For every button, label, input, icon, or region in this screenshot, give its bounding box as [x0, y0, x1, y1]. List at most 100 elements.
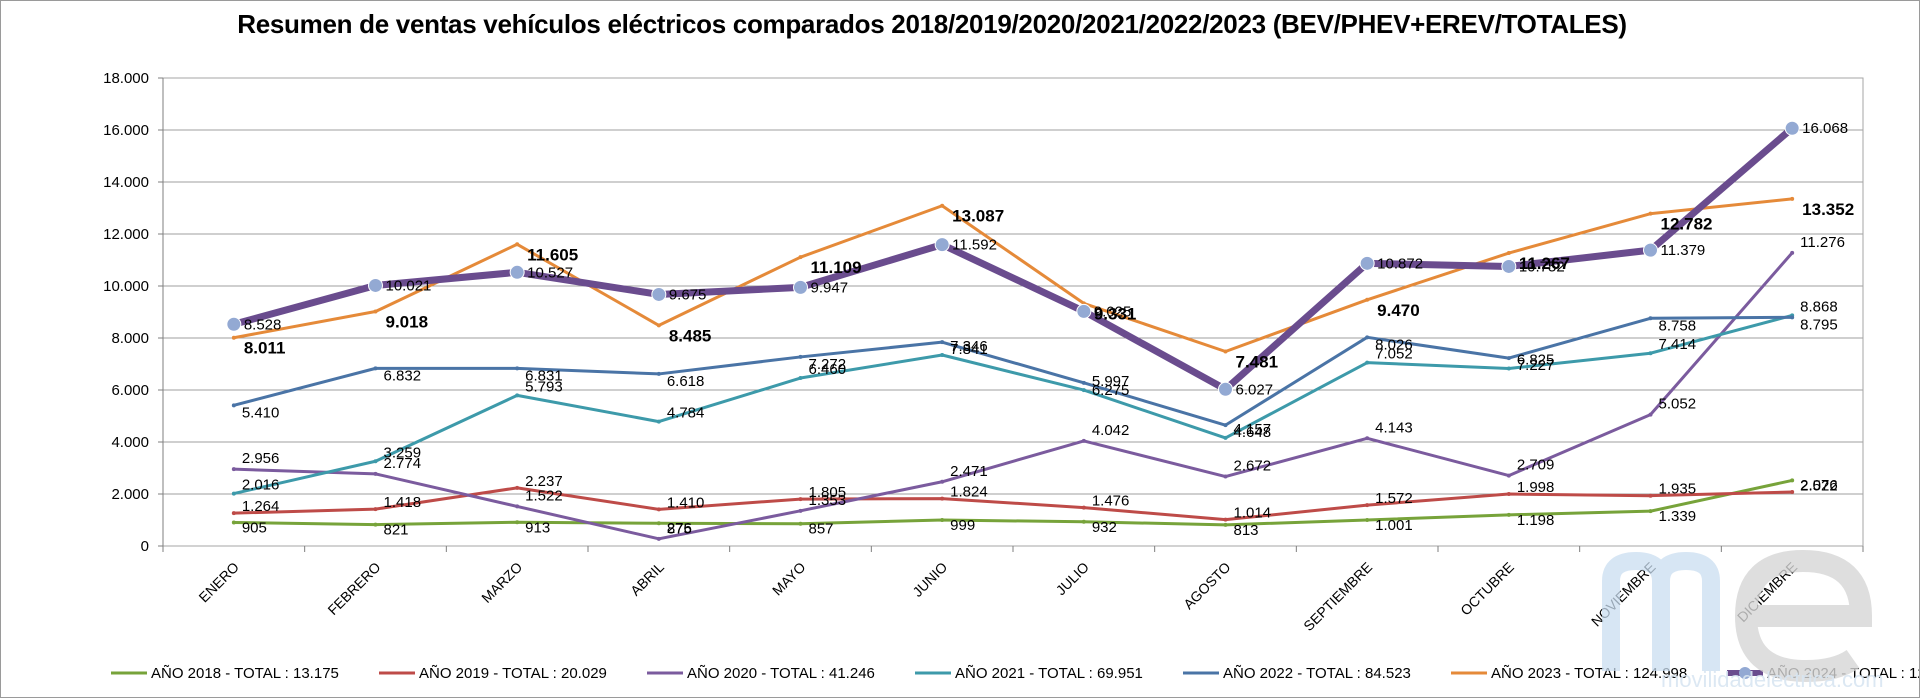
data-point	[1223, 349, 1228, 354]
series-line	[230, 124, 1796, 393]
data-point	[1648, 211, 1653, 216]
data-label: 1.001	[1375, 517, 1413, 534]
data-label: 2.709	[1517, 457, 1555, 474]
data-label: 13.087	[952, 207, 1004, 226]
data-point	[1223, 517, 1228, 522]
data-point	[940, 518, 945, 523]
data-label: 8.758	[1659, 317, 1697, 334]
data-label: 2.076	[1800, 477, 1838, 494]
data-label: 7.414	[1659, 336, 1697, 353]
legend-marker	[1739, 667, 1751, 679]
data-point	[798, 376, 803, 381]
watermark-text: movilidadelectrica.com	[1661, 667, 1884, 691]
watermark-logo: movilidadelectrica.com	[1602, 549, 1884, 691]
data-point	[1365, 335, 1370, 340]
data-point	[940, 496, 945, 501]
data-label: 3.259	[384, 444, 422, 461]
data-point	[798, 354, 803, 359]
data-label: 7.052	[1375, 346, 1413, 363]
legend-label: AÑO 2020 - TOTAL : 41.246	[687, 665, 875, 682]
data-label: 7.227	[1517, 357, 1555, 374]
data-label: 8.528	[244, 316, 282, 333]
data-label: 1.339	[1659, 508, 1697, 525]
data-point	[231, 467, 236, 472]
data-labels: 905 821 913 875 857 999 932 813 1.001 1.198 1.339 2…	[242, 120, 1854, 539]
legend-label: AÑO 2019 - TOTAL : 20.029	[419, 665, 607, 682]
data-point	[1784, 120, 1800, 136]
data-point	[940, 479, 945, 484]
data-point	[515, 242, 520, 247]
data-point	[231, 403, 236, 408]
data-label: 16.068	[1802, 120, 1848, 137]
data-label: 1.805	[809, 484, 847, 501]
data-point	[1648, 316, 1653, 321]
data-label: 813	[1234, 522, 1259, 539]
x-tick-label: ENERO	[195, 559, 242, 606]
data-point	[1365, 503, 1370, 508]
x-tick-label: OCTUBRE	[1457, 559, 1517, 619]
data-point	[1790, 196, 1795, 201]
data-label: 999	[950, 517, 975, 534]
data-point	[1081, 519, 1086, 524]
data-point	[1359, 255, 1375, 271]
data-label: 1.824	[950, 484, 988, 501]
data-point	[940, 340, 945, 345]
data-label: 1.935	[1659, 481, 1697, 498]
data-point	[515, 504, 520, 509]
data-point	[515, 393, 520, 398]
data-label: 10.752	[1519, 258, 1565, 275]
data-label: 1.572	[1375, 490, 1413, 507]
data-point	[656, 521, 661, 526]
data-label: 7.481	[1236, 352, 1279, 371]
data-point	[1081, 505, 1086, 510]
data-label: 8.868	[1800, 298, 1838, 315]
data-point	[373, 507, 378, 512]
data-label: 2.522	[1800, 477, 1838, 494]
y-tick-label: 14.000	[103, 174, 149, 191]
data-point	[798, 521, 803, 526]
data-label: 13.352	[1802, 200, 1854, 219]
data-label: 11.109	[811, 258, 862, 277]
data-label: 9.025	[1094, 303, 1132, 320]
data-point	[373, 459, 378, 464]
data-point	[798, 255, 803, 260]
data-point	[1501, 258, 1517, 274]
data-point	[1081, 388, 1086, 393]
data-point	[1648, 509, 1653, 514]
data-point	[1223, 474, 1228, 479]
data-label: 11.605	[527, 245, 578, 264]
data-label: 7.272	[809, 356, 847, 373]
data-point	[1506, 473, 1511, 478]
data-label: 2.672	[1234, 458, 1272, 475]
data-point	[1365, 517, 1370, 522]
data-label: 9.675	[669, 286, 707, 303]
data-label: 7.346	[950, 338, 988, 355]
data-label: 8.795	[1800, 316, 1838, 333]
data-label: 276	[667, 520, 692, 537]
y-tick-label: 4.000	[111, 434, 149, 451]
data-label: 905	[242, 519, 267, 536]
data-label: 1.418	[384, 494, 422, 511]
data-point	[509, 264, 525, 280]
data-point	[656, 536, 661, 541]
data-point	[656, 371, 661, 376]
data-point	[1790, 490, 1795, 495]
data-point	[1648, 351, 1653, 356]
data-label: 6.832	[384, 367, 422, 384]
y-tick-label: 10.000	[103, 278, 149, 295]
data-label: 5.793	[525, 378, 563, 395]
data-point	[373, 366, 378, 371]
data-point	[1648, 412, 1653, 417]
legend-label: AÑO 2018 - TOTAL : 13.175	[151, 665, 339, 682]
data-point	[940, 353, 945, 358]
data-label: 8.485	[669, 326, 712, 345]
data-label: 2.016	[242, 477, 280, 494]
data-label: 6.825	[1517, 352, 1555, 369]
data-point	[1506, 512, 1511, 517]
data-label: 11.276	[1800, 234, 1845, 251]
data-point	[656, 419, 661, 424]
data-point	[226, 316, 242, 332]
data-label: 9.947	[811, 279, 849, 296]
data-point	[1223, 423, 1228, 428]
data-label: 5.997	[1092, 373, 1130, 390]
